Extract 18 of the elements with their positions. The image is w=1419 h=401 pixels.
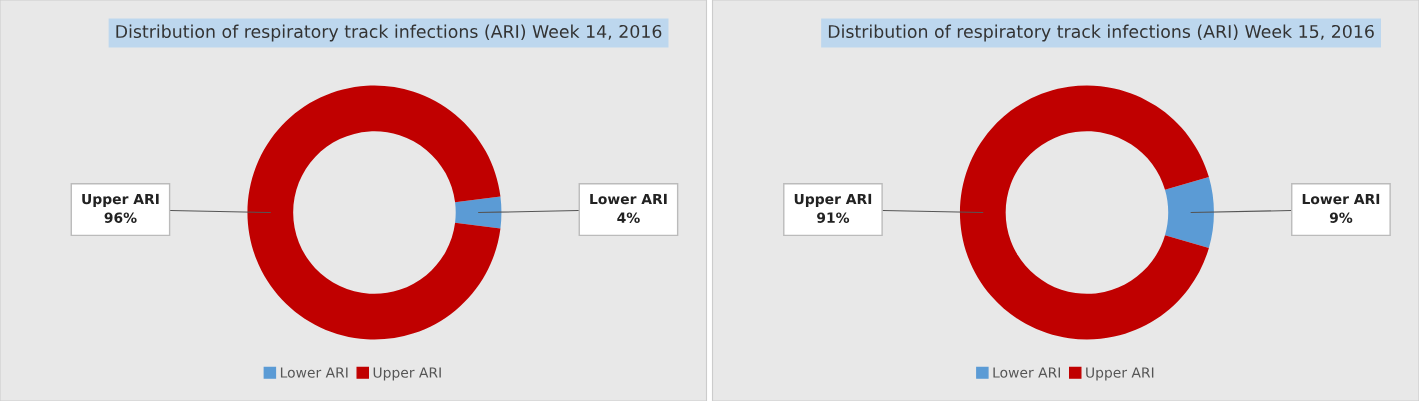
slice-label: Upper ARI — [82, 193, 159, 207]
donut-slice — [247, 85, 501, 340]
legend-label: Upper ARI — [373, 367, 441, 381]
data-label: 96% — [104, 212, 137, 223]
donut-slice — [1165, 177, 1214, 248]
legend-label: Lower ARI — [280, 367, 348, 378]
slice-label: Lower ARI — [590, 193, 667, 205]
chart-title: Distribution of respiratory track infections (ARI) Week 14, 2016 — [116, 24, 662, 42]
data-label: 9% — [1329, 212, 1353, 223]
chart-title: Distribution of respiratory track infections (ARI) Week 15, 2016 — [828, 24, 1374, 42]
legend-label: Upper ARI — [1086, 367, 1154, 381]
legend-label: Lower ARI — [993, 367, 1060, 378]
data-label: 4% — [617, 212, 640, 223]
data-label: 91% — [817, 212, 850, 223]
slice-label: Lower ARI — [1302, 193, 1380, 205]
slice-label: Upper ARI — [794, 193, 872, 207]
donut-slice — [959, 85, 1209, 340]
donut-slice — [455, 196, 502, 229]
